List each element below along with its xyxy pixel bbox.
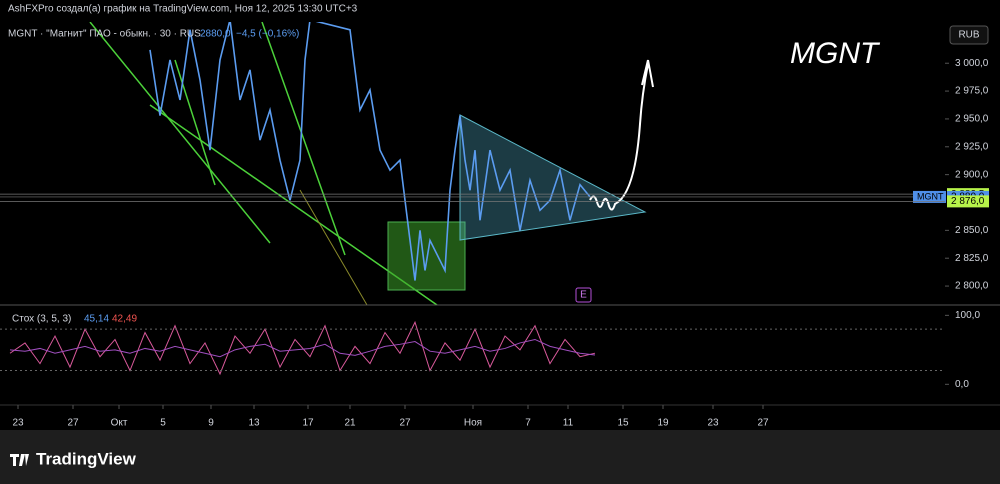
- price-tag: [947, 195, 989, 208]
- x-tick-label: 9: [208, 418, 214, 429]
- range-box: [387, 221, 466, 291]
- trend-line: [89, 22, 271, 244]
- x-tick-label: 27: [399, 418, 411, 429]
- osc-tick-label: 0,0: [955, 379, 969, 390]
- x-tick-label: 21: [344, 418, 356, 429]
- legend-change: −4,5 (−0,16%): [236, 29, 299, 40]
- annotation: MGNT: [790, 37, 881, 70]
- osc-title: Стох (3, 5, 3): [12, 314, 71, 325]
- x-tick-label: 17: [302, 418, 314, 429]
- osc-legend-value: 42,49: [112, 314, 137, 325]
- y-tick-label: 2 900,0: [955, 169, 989, 180]
- x-tick-label: 15: [617, 418, 629, 429]
- currency: RUB: [958, 30, 979, 41]
- y-tick-label: 2 825,0: [955, 253, 989, 264]
- drawings: [89, 22, 647, 305]
- y-tick-label: 2 950,0: [955, 114, 989, 125]
- x-tick-label: 23: [707, 418, 719, 429]
- x-tick-label: 5: [160, 418, 166, 429]
- triangle: [459, 114, 647, 241]
- footer: [0, 430, 1000, 484]
- forecast-arrow: [589, 59, 654, 211]
- series-line: [9, 320, 596, 376]
- y-tick-label: 2 800,0: [955, 281, 989, 292]
- x-tick-label: 27: [67, 418, 79, 429]
- legend-price: 2880,0: [200, 29, 231, 40]
- y-tick-label: 2 925,0: [955, 141, 989, 152]
- symbol-tag: [913, 190, 946, 203]
- x-tick-label: 23: [12, 418, 24, 429]
- y-tick-label: 2 850,0: [955, 225, 989, 236]
- symbol-tag-label: MGNT: [917, 191, 944, 201]
- price-tag-label: 2 876,0: [951, 196, 985, 207]
- osc-legend-value: 45,14: [84, 314, 109, 325]
- osc-tick-label: 100,0: [955, 310, 980, 321]
- x-tick-label: 13: [248, 418, 260, 429]
- y-tick-label: 2 975,0: [955, 86, 989, 97]
- y-tick-label: 3 000,0: [955, 58, 989, 69]
- header: AshFXPro создал(а) график на TradingView…: [8, 3, 358, 15]
- trend-line: [261, 22, 346, 256]
- x-tick-label: 7: [525, 418, 531, 429]
- x-tick-label: Ноя: [464, 418, 482, 429]
- earnings-marker: E: [580, 290, 587, 301]
- series-line: [9, 338, 596, 358]
- earnings-box: [575, 287, 592, 303]
- x-tick-label: 19: [657, 418, 669, 429]
- logo: [10, 454, 29, 466]
- x-tick-label: 11: [563, 418, 574, 429]
- trend-line: [174, 59, 216, 186]
- trend-line: [299, 189, 368, 305]
- legend-symbol: MGNT · "Магнит" ПАО - обыкн. · 30 · RUS: [8, 28, 201, 40]
- series-line: [149, 22, 591, 281]
- brand: TradingView: [36, 449, 137, 468]
- currency-box: [949, 25, 989, 45]
- x-tick-label: 27: [757, 418, 769, 429]
- x-tick-label: Окт: [111, 418, 128, 429]
